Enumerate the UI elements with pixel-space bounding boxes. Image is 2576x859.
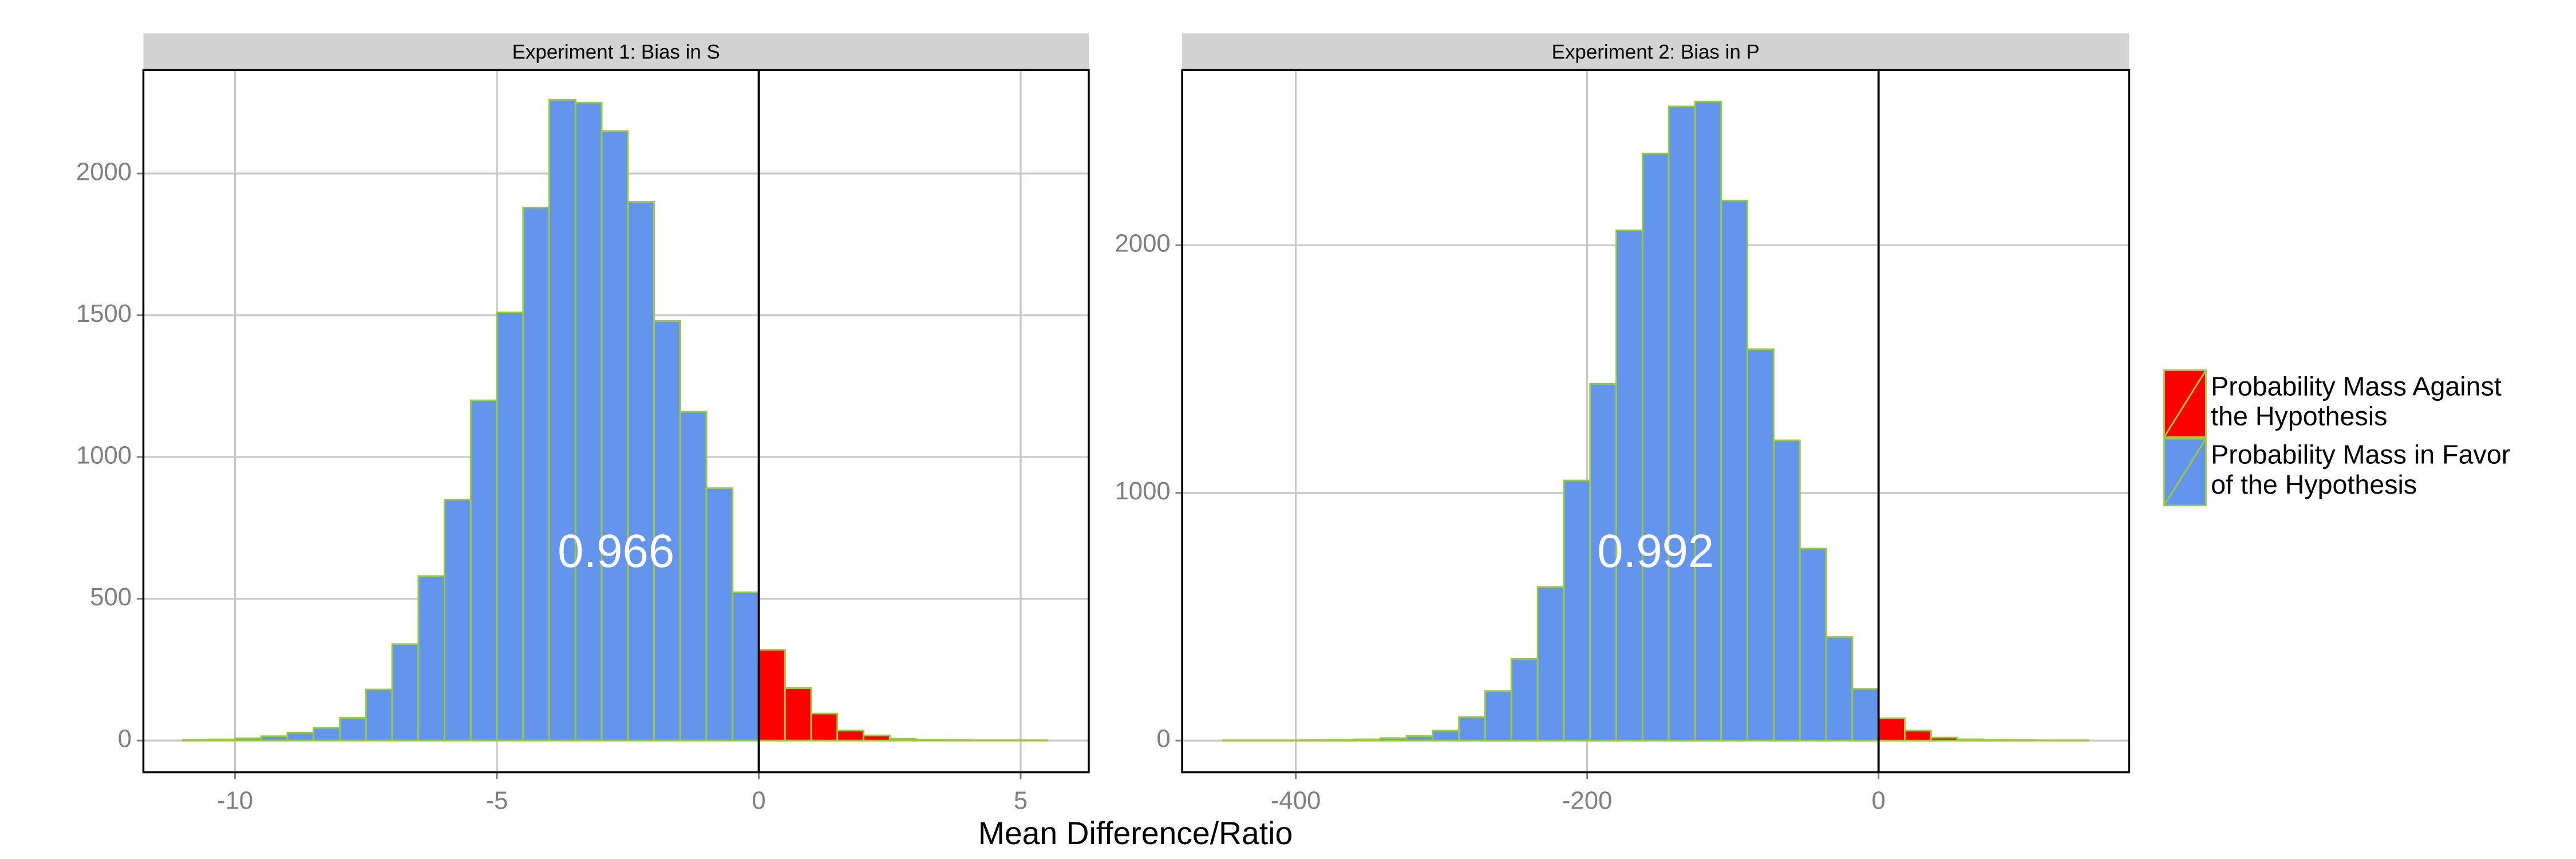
histogram-bar: [784, 687, 812, 742]
histogram-bar: [1930, 736, 1958, 742]
histogram-bar: [1878, 717, 1906, 742]
histogram-bar: [758, 649, 786, 742]
histogram-bar: [313, 727, 341, 742]
histogram-bar: [286, 731, 315, 742]
histogram-bar: [732, 591, 760, 742]
histogram-bar: [1720, 199, 1749, 742]
panel-border: [1181, 69, 2131, 774]
histogram-bar: [365, 688, 393, 742]
histogram-bar: [208, 738, 236, 742]
histogram-bar: [1772, 439, 1801, 742]
histogram-bar: [1799, 547, 1827, 742]
histogram-bar: [836, 730, 864, 742]
histogram-bar: [260, 735, 289, 742]
x-tick-label: -5: [486, 787, 508, 815]
annotation: 0.992: [1597, 525, 1714, 577]
histogram-bar: [863, 734, 891, 742]
histogram-bar: [1563, 479, 1591, 742]
histogram-bar: [1668, 105, 1696, 742]
histogram-bar: [234, 737, 262, 742]
histogram-bar: [1536, 586, 1565, 742]
histogram-bar: [522, 206, 551, 742]
histogram-bar: [548, 98, 576, 742]
histogram-bar: [679, 411, 708, 742]
strip: [143, 33, 1089, 70]
histogram-bar: [1353, 738, 1381, 742]
histogram-bar: [417, 575, 446, 742]
legend-item: Probability Mass Against the Hypothesis: [2211, 373, 2502, 432]
histogram-bar: [810, 712, 839, 742]
histogram-bar: [1615, 229, 1643, 742]
y-tick-label: 1000: [1115, 477, 1171, 505]
x-tick-label: 5: [1014, 787, 1028, 815]
legend-key-slash: [2163, 369, 2207, 438]
x-tick-label: -200: [1562, 787, 1612, 815]
histogram-bar: [1510, 657, 1539, 742]
x-tick-label: 0: [1871, 787, 1885, 815]
histogram-bar: [574, 101, 603, 742]
histogram-bar: [1432, 730, 1460, 742]
legend-label: Probability Mass Against the Hypothesis: [2211, 373, 2502, 432]
histogram-bar: [469, 399, 498, 742]
x-tick-label: 0: [752, 787, 765, 815]
histogram-bar: [496, 312, 524, 742]
y-tick-label: 1000: [76, 442, 132, 470]
legend-item: Probability Mass in Favor of the Hypothe…: [2211, 442, 2511, 501]
histogram-bar: [1956, 738, 1985, 742]
y-tick-label: 0: [118, 725, 132, 753]
histogram-bar: [1851, 688, 1880, 742]
histogram-bar: [1904, 730, 1932, 742]
histogram-bar: [1458, 716, 1486, 742]
legend-label: Probability Mass in Favor of the Hypothe…: [2211, 442, 2511, 501]
histogram-bar: [1694, 100, 1722, 742]
x-tick-label: -10: [217, 787, 253, 815]
legend-key-slash: [2163, 438, 2207, 506]
histogram-bar: [1379, 737, 1408, 742]
panel-border: [142, 69, 1090, 774]
histogram-bar: [1641, 152, 1670, 742]
y-tick-label: 500: [90, 583, 132, 611]
histogram-bar: [444, 498, 472, 742]
histogram-bar: [1484, 690, 1512, 742]
x-tick-label: -400: [1271, 787, 1321, 815]
histogram-bar: [627, 201, 655, 742]
histogram-bar: [391, 643, 420, 742]
histogram-bar: [1825, 636, 1854, 742]
y-tick-label: 1500: [76, 300, 132, 328]
strip-title: Experiment 1: Bias in S: [512, 41, 720, 63]
strip-title: Experiment 2: Bias in P: [1552, 41, 1760, 63]
histogram-bar: [339, 717, 367, 742]
annotation: 0.966: [558, 525, 674, 577]
strip: [1182, 33, 2129, 70]
y-tick-label: 2000: [76, 158, 132, 186]
histogram-bar: [705, 487, 734, 742]
histogram-bar: [1747, 348, 1775, 742]
histogram-bar: [653, 320, 681, 742]
y-tick-label: 0: [1156, 725, 1170, 753]
histogram-bar: [888, 738, 917, 742]
histogram-bar: [600, 130, 629, 742]
x-axis-label: Mean Difference/Ratio: [978, 815, 1293, 851]
y-tick-label: 2000: [1115, 230, 1171, 258]
histogram-bar: [1405, 735, 1434, 742]
